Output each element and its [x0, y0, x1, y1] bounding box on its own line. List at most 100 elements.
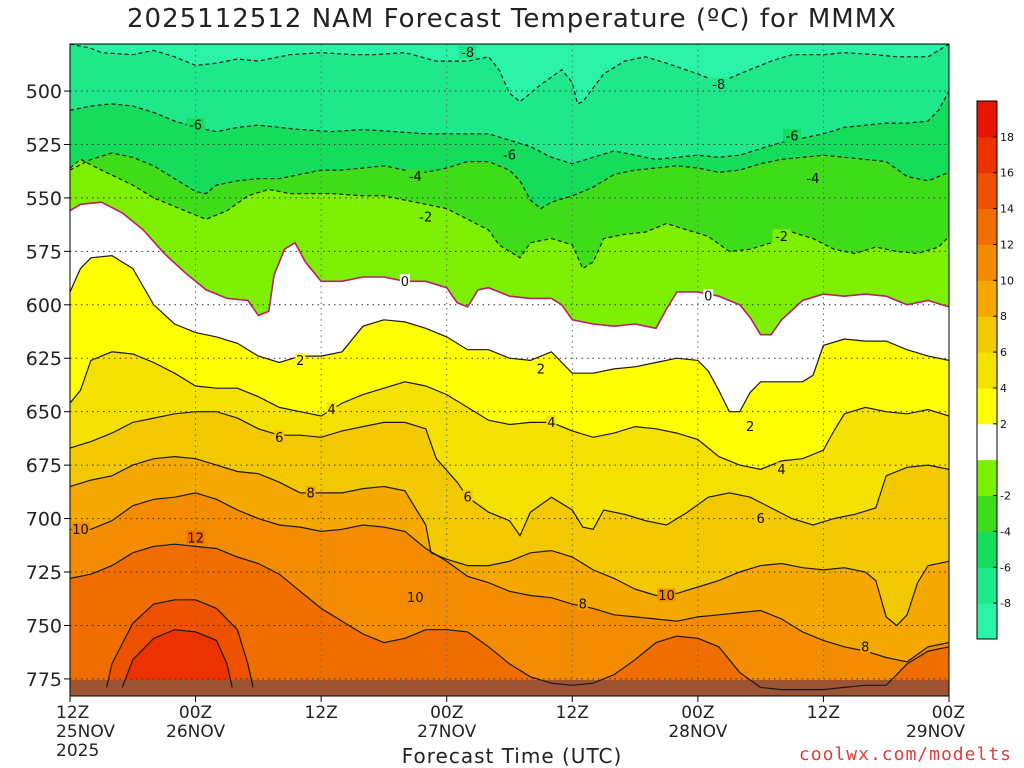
x-tick-label-60-line1: 00Z	[681, 703, 714, 723]
contour-label-bg	[406, 590, 425, 604]
contour-label-bg	[500, 148, 519, 162]
contour-label-13: 2	[746, 420, 754, 435]
isotherm-4	[70, 351, 949, 471]
contour-label-23: 10	[72, 523, 89, 538]
colorbar-swatch--4	[977, 495, 997, 532]
x-tick-label-24-line1: 12Z	[305, 703, 338, 723]
isotherm-14	[106, 599, 254, 688]
x-tick-label-12-line2: 26NOV	[166, 722, 225, 742]
ground-band	[70, 680, 949, 696]
contour-label-bg	[71, 522, 90, 536]
colorbar-swatch-10	[977, 244, 997, 281]
contour-label-bg	[745, 419, 756, 433]
y-tick-label-600: 600	[26, 295, 62, 317]
colorbar-label-4: 4	[1000, 382, 1007, 395]
x-tick-label-36-line1: 00Z	[430, 703, 463, 723]
band-above-12	[70, 544, 949, 696]
x-tick-label-84-line1: 00Z	[932, 703, 965, 723]
y-tick-label-525: 525	[26, 134, 62, 156]
contour-label-12: 2	[537, 362, 545, 377]
x-tick-label-0-line1: 12Z	[56, 703, 89, 723]
colorbar-swatch-18	[977, 101, 997, 138]
colorbar-swatch--2	[977, 459, 997, 497]
contour-label-bg	[772, 229, 791, 243]
x-tick-label-36-line2: 27NOV	[417, 722, 476, 742]
isotherm-8	[70, 455, 949, 627]
y-tick-label-550: 550	[26, 188, 62, 210]
contour-label-bg	[783, 128, 802, 142]
colorbar-label-2: 2	[1000, 418, 1007, 431]
contour-label-bg	[305, 485, 316, 499]
contour-label-bg	[546, 415, 557, 429]
contour-label-25: 10	[658, 589, 675, 604]
contour-label-9: 0	[401, 275, 409, 290]
isotherm-10	[70, 492, 949, 663]
plot-frame	[69, 43, 950, 697]
colorbar-swatch-4	[977, 352, 997, 389]
isotherm-12	[70, 543, 949, 691]
credit-link[interactable]: coolwx.com/modelts	[798, 744, 1012, 765]
isotherm-lines	[70, 44, 949, 691]
contour-label-bg	[399, 274, 410, 288]
colorbar-label--8: -8	[1000, 597, 1011, 610]
isotherm-6	[70, 411, 949, 537]
contour-label-bg	[274, 430, 285, 444]
x-tick-label-48-line1: 12Z	[556, 703, 589, 723]
colorbar-label--6: -6	[1000, 561, 1011, 574]
contour-label-bg	[186, 118, 205, 132]
contour-label-18: 6	[464, 491, 472, 506]
colorbar-label-16: 16	[1000, 167, 1014, 180]
colorbar-label-14: 14	[1000, 203, 1014, 216]
colorbar-label-6: 6	[1000, 346, 1007, 359]
contour-label-3: -6	[503, 149, 516, 164]
contour-label-bg	[803, 171, 822, 185]
colorbar-label--2: -2	[1000, 490, 1011, 503]
contour-label-20: 8	[307, 486, 315, 501]
colorbar-label-12: 12	[1000, 238, 1014, 251]
x-axis-label: Forecast Time (UTC)	[401, 744, 623, 768]
contour-label-bg	[406, 169, 425, 183]
y-tick-label-650: 650	[26, 402, 62, 424]
colorbar-swatch-12	[977, 208, 997, 245]
contour-label-bg	[295, 353, 306, 367]
colorbar-label--4: -4	[1000, 525, 1011, 538]
band-above-16	[122, 629, 233, 688]
contour-label-22: 8	[861, 640, 869, 655]
y-tick-label-725: 725	[26, 562, 62, 584]
contour-label-bg	[186, 530, 205, 544]
contour-label-11: 2	[296, 354, 304, 369]
contour-label-2: -6	[189, 119, 202, 134]
x-tick-label-84-line2: 29NOV	[906, 722, 965, 742]
contour-label-bg	[577, 597, 588, 611]
colorbar-swatch-16	[977, 136, 997, 174]
colorbar-swatch-2	[977, 387, 997, 425]
colorbar-swatch--10	[977, 603, 997, 640]
colorbar: -8 -6 -4 -2 2 4 6 8 10 12 14 16 18	[976, 100, 1014, 640]
isotherm--4	[70, 152, 949, 210]
contour-label-0: -8	[461, 46, 474, 61]
contour-label-bg	[709, 77, 728, 91]
contour-label-16: 4	[777, 463, 785, 478]
contour-label-26: 12	[187, 531, 204, 546]
contour-label-bg	[326, 402, 337, 416]
y-tick-label-675: 675	[26, 455, 62, 477]
colorbar-swatch--8	[977, 567, 997, 604]
y-tick-label-575: 575	[26, 241, 62, 263]
colorbar-swatch-0	[977, 423, 997, 461]
contour-label-bg	[462, 490, 473, 504]
temperature-fill	[70, 44, 949, 696]
colorbar-swatch--6	[977, 531, 997, 568]
y-axis: 500 525 550 575 600 625 650 675 700 725 750 775	[26, 81, 70, 691]
contour-label-14: 4	[327, 403, 335, 418]
isotherm-0	[70, 201, 949, 336]
x-tick-label-0-line3: 2025	[56, 741, 99, 761]
contour-label-7: -2	[419, 211, 432, 226]
contour-label-24: 10	[407, 591, 424, 606]
contour-label-bg	[860, 639, 871, 653]
contour-label-5: -4	[409, 170, 422, 185]
y-tick-label-775: 775	[26, 669, 62, 691]
contour-label-bg	[703, 289, 714, 303]
contour-label-4: -6	[786, 129, 799, 144]
x-tick-label-12-line1: 00Z	[179, 703, 212, 723]
